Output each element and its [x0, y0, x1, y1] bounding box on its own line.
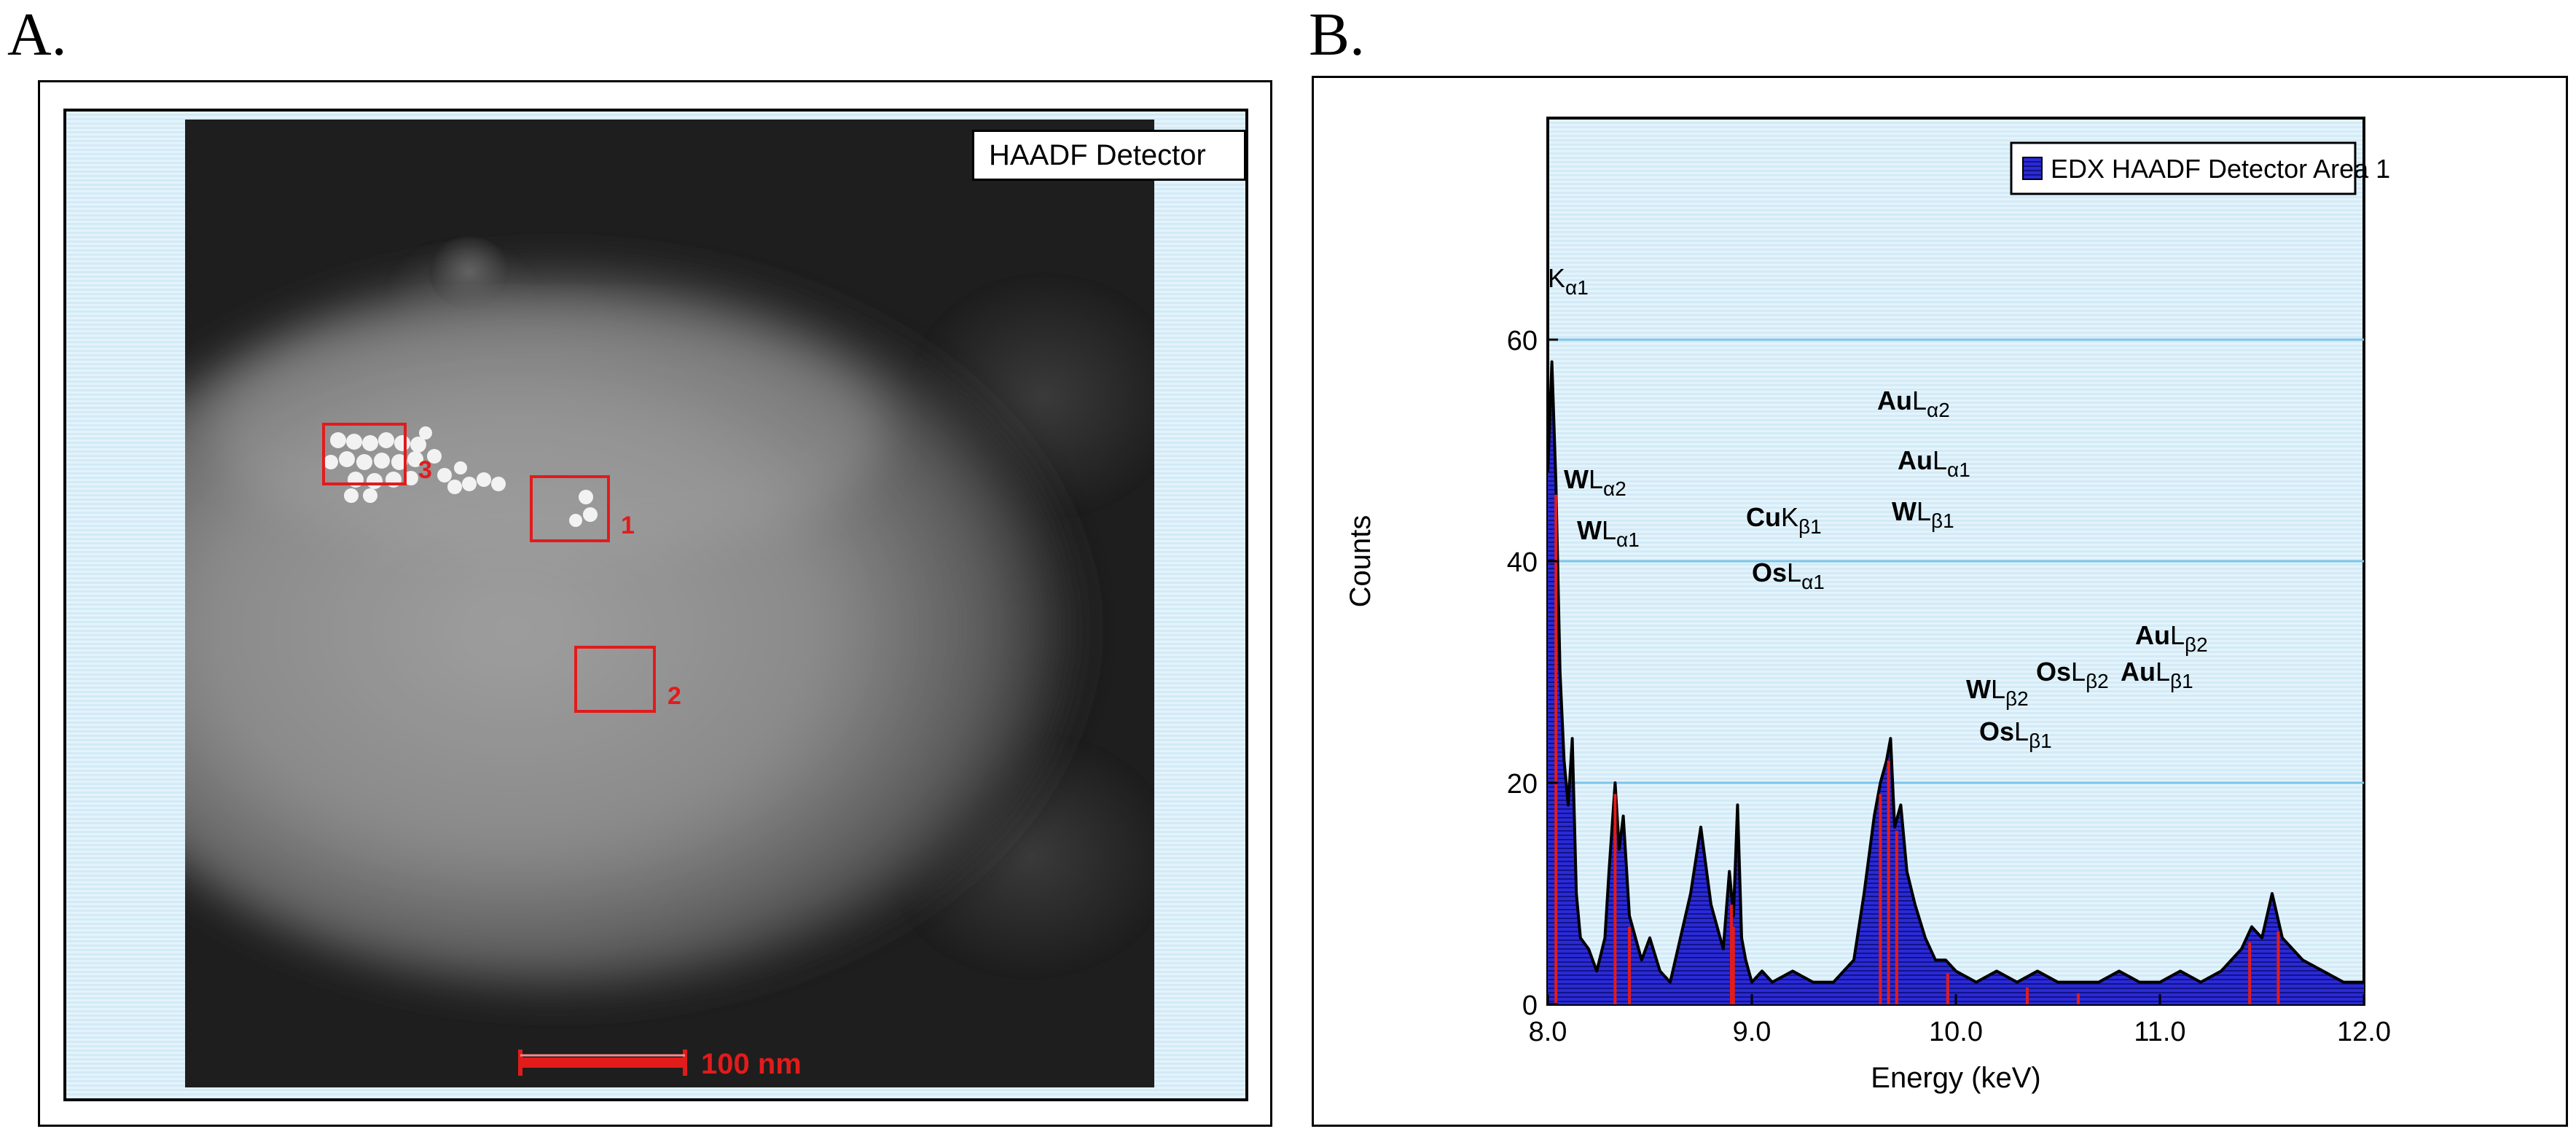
legend-entry: EDX HAADF Detector Area 1	[2051, 154, 2390, 184]
legend: EDX HAADF Detector Area 1	[2010, 141, 2390, 195]
peak-label-9: OsLβ1	[1979, 716, 2052, 752]
peak-label-6: AuLα1	[1898, 445, 1970, 481]
haadf-image	[185, 120, 1154, 1087]
roi-box-1	[530, 475, 610, 542]
y-tick-label-0: 0	[1522, 990, 1538, 1021]
roi-label-3: 3	[418, 456, 432, 484]
scale-bar-label: 100 nm	[701, 1048, 802, 1080]
haadf-micrograph	[185, 120, 1154, 1087]
panel-b-letter: B.	[1309, 1, 1366, 69]
y-tick-label-2: 40	[1507, 547, 1538, 578]
x-axis-label: Energy (keV)	[1871, 1062, 2040, 1094]
roi-box-3	[322, 423, 407, 485]
y-tick-label-3: 60	[1507, 326, 1538, 356]
roi-label-2: 2	[668, 682, 681, 710]
x-tick-label-2: 10.0	[1929, 1017, 1983, 1047]
peak-label-1: WLα2	[1564, 464, 1626, 500]
peak-label-0: Kα1	[1548, 263, 1589, 299]
peak-label-12: AuLβ2	[2135, 620, 2208, 656]
x-tick-label-3: 11.0	[2134, 1017, 2185, 1047]
peak-label-11: AuLβ1	[2121, 657, 2193, 692]
peak-label-8: WLβ2	[1966, 674, 2029, 710]
scale-bar	[518, 1050, 687, 1076]
peak-label-7: WLβ1	[1892, 496, 1954, 532]
y-axis-label: Counts	[1344, 515, 1377, 608]
y-tick-label-1: 20	[1507, 769, 1538, 800]
edx-spectrum-chart: 0 20 40 60 8.0 9.0 10.0 11.0 12.0 Kα1 WLα2 WLα1 CuK…	[1344, 117, 2391, 1094]
peak-label-4: OsLα1	[1752, 558, 1825, 593]
peak-label-3: CuKβ1	[1746, 502, 1822, 538]
roi-box-2	[574, 646, 656, 713]
legend-swatch	[2022, 157, 2043, 180]
series-line	[1546, 360, 2364, 984]
peak-label-10: OsLβ2	[2036, 657, 2109, 692]
x-tick-label-1: 9.0	[1733, 1017, 1772, 1047]
x-tick-label-4: 12.0	[2337, 1017, 2391, 1047]
peak-label-5: AuLα2	[1877, 386, 1950, 421]
panel-a-letter: A.	[7, 1, 67, 69]
x-tick-label-0: 8.0	[1529, 1017, 1567, 1047]
roi-label-1: 1	[621, 512, 635, 539]
peak-label-2: WLα1	[1577, 515, 1640, 551]
detector-label: HAADF Detector	[972, 130, 1246, 181]
